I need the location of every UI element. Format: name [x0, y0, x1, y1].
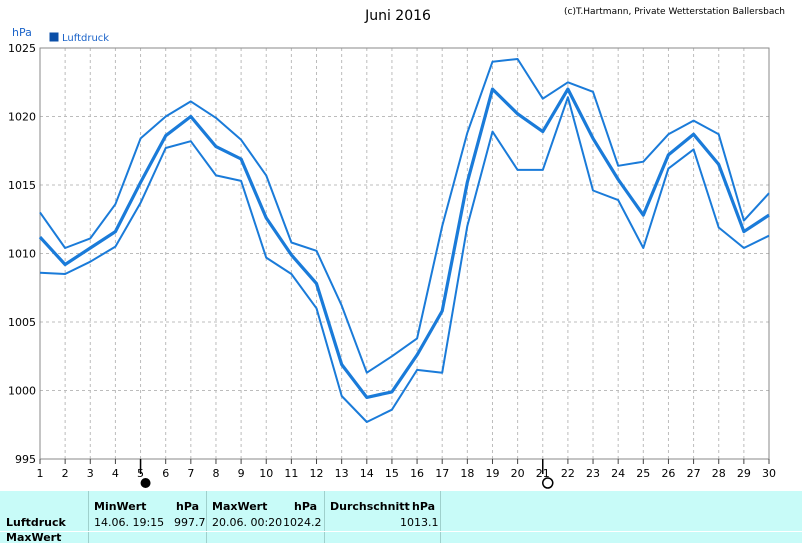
moon-markers: [139, 459, 554, 489]
x-tick-label: 24: [611, 467, 625, 480]
avg-unit: hPa: [412, 500, 436, 513]
x-tick-label: 11: [284, 467, 298, 480]
x-tick-label: 1: [37, 467, 44, 480]
x-tick-label: 19: [485, 467, 499, 480]
x-tick-label: 4: [112, 467, 119, 480]
max-value: 1024.2: [283, 516, 322, 529]
y-tick-label: 1020: [8, 111, 36, 124]
y-tick-label: 1010: [8, 248, 36, 261]
x-tick-label: 18: [460, 467, 474, 480]
x-tick-label: 2: [62, 467, 69, 480]
y-axis-unit: hPa: [12, 26, 32, 39]
chart-credit: (c)T.Hartmann, Private Wetterstation Bal…: [564, 7, 785, 17]
x-tick-label: 10: [259, 467, 273, 480]
y-tick-label: 995: [15, 453, 36, 466]
min-header: MinWert: [94, 500, 147, 513]
y-tick-label: 1025: [8, 42, 36, 55]
series-line-avg: [38, 87, 770, 399]
max-time: 20.06. 00:20: [212, 516, 283, 529]
x-tick-label: 25: [636, 467, 650, 480]
x-tick-label: 14: [360, 467, 374, 480]
x-tick-label: 16: [410, 467, 424, 480]
x-tick-label: 17: [435, 467, 449, 480]
stats-panel: Luftdruck MaxWert MinWert hPa 14.06. 19:…: [0, 491, 802, 544]
grid: [40, 48, 769, 459]
x-tick-label: 27: [687, 467, 701, 480]
max-header: MaxWert: [212, 500, 268, 513]
min-value: 997.7: [174, 516, 206, 529]
new-moon-icon: [140, 478, 151, 488]
x-tick-label: 13: [335, 467, 349, 480]
x-tick-label: 26: [661, 467, 675, 480]
x-tick-label: 9: [238, 467, 245, 480]
min-time: 14.06. 19:15: [94, 516, 165, 529]
series-lines: [38, 58, 770, 423]
y-tick-label: 1005: [8, 316, 36, 329]
x-tick-label: 6: [162, 467, 169, 480]
y-tick-label: 1015: [8, 179, 36, 192]
x-tick-label: 20: [511, 467, 525, 480]
max-unit: hPa: [294, 500, 318, 513]
legend-label: Luftdruck: [62, 33, 109, 44]
row-label-pressure: Luftdruck: [6, 516, 66, 529]
x-tick-label: 28: [712, 467, 726, 480]
chart-title: Juni 2016: [364, 8, 431, 24]
x-tick-label: 22: [561, 467, 575, 480]
pressure-chart: Juni 2016 (c)T.Hartmann, Private Wetters…: [8, 7, 785, 489]
avg-value: 1013.1: [400, 516, 439, 529]
y-axis: 995 1000 1005 1010 1015 1020 1025: [8, 42, 36, 466]
x-tick-label: 7: [187, 467, 194, 480]
row-label-max: MaxWert: [6, 531, 62, 544]
plot-frame: [39, 47, 770, 460]
series-line-min: [39, 96, 770, 423]
x-tick-label: 15: [385, 467, 399, 480]
full-moon-icon: [542, 477, 554, 489]
y-tick-label: 1000: [8, 385, 36, 398]
min-unit: hPa: [176, 500, 200, 513]
x-tick-label: 3: [87, 467, 94, 480]
x-tick-label: 23: [586, 467, 600, 480]
series-line-max: [39, 58, 770, 374]
x-tick-label: 30: [762, 467, 776, 480]
x-axis: 1234567891011121314151617181920212223242…: [37, 459, 776, 480]
avg-header: Durchschnitt: [330, 500, 410, 513]
x-tick-label: 12: [310, 467, 324, 480]
x-tick-label: 29: [737, 467, 751, 480]
legend-swatch: [49, 32, 59, 42]
x-tick-label: 8: [212, 467, 219, 480]
